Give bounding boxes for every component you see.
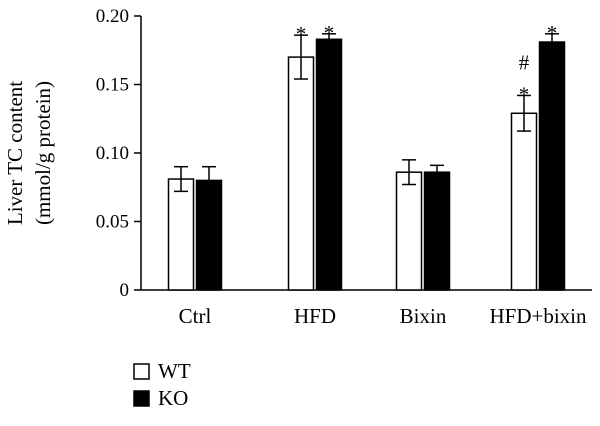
y-tick-label: 0.15 — [96, 75, 129, 96]
bar-ko — [538, 41, 566, 291]
significance-mark: * — [296, 22, 307, 46]
legend-swatch-ko — [133, 390, 150, 407]
y-axis-subtitle: (mmol/g protein) — [31, 81, 55, 225]
legend-swatch-wt — [133, 363, 150, 380]
legend-label-ko: KO — [158, 386, 188, 410]
axes: 0 0.05 0.10 0.15 0.20 — [96, 6, 592, 301]
significance-mark: * — [324, 21, 335, 45]
y-tick-label: 0.20 — [96, 6, 129, 27]
bar-wt — [287, 56, 315, 291]
significance-mark: * — [519, 82, 530, 106]
bar-wt — [395, 171, 423, 291]
x-tick-label: HFD — [294, 304, 336, 328]
significance-mark: * — [547, 21, 558, 45]
x-tick-label: HFD+bixin — [489, 304, 587, 328]
bar-wt — [510, 112, 538, 291]
bars — [167, 33, 566, 291]
bar-ko — [423, 171, 451, 291]
x-tick-label: Ctrl — [179, 304, 212, 328]
y-tick-label: 0 — [120, 280, 130, 301]
bar-wt — [167, 178, 195, 291]
legend-label-wt: WT — [158, 359, 191, 383]
legend: WT KO — [133, 359, 191, 410]
y-tick-label: 0.05 — [96, 212, 129, 233]
y-axis-title: Liver TC content — [3, 81, 27, 225]
significance-mark: # — [519, 50, 530, 74]
labels: Liver TC content (mmol/g protein) Ctrl HFD *… — [3, 21, 587, 328]
y-tick-label: 0.10 — [96, 143, 129, 164]
bar-ko — [315, 38, 343, 291]
x-tick-label: Bixin — [400, 304, 447, 328]
bar-ko — [195, 179, 223, 291]
